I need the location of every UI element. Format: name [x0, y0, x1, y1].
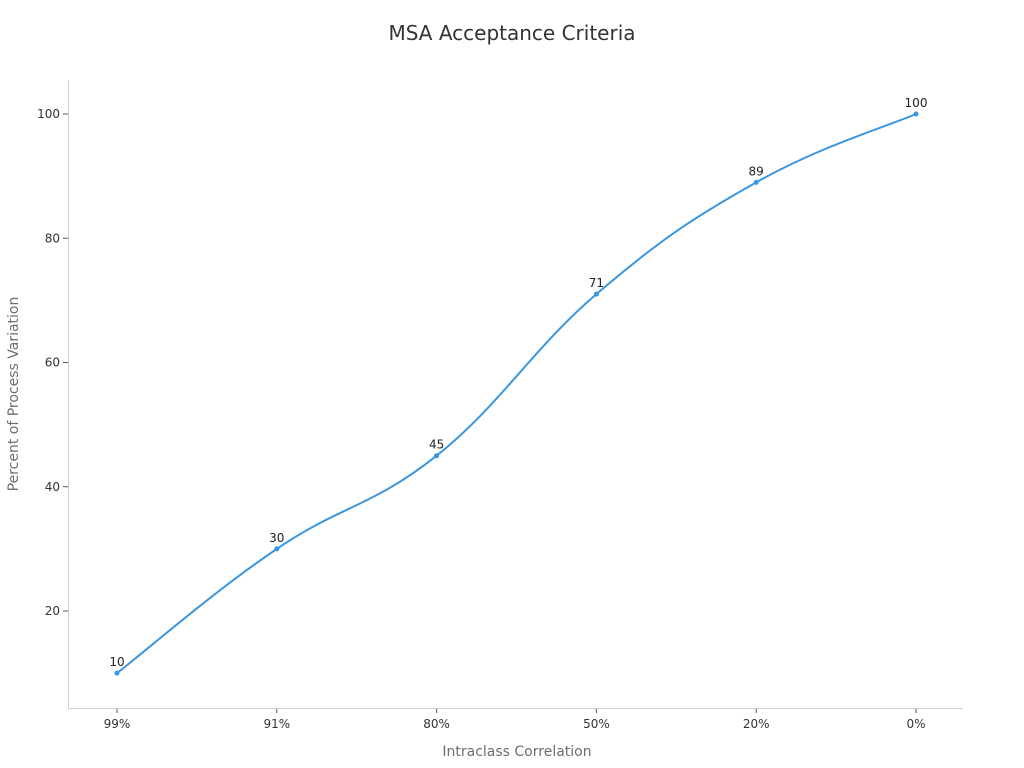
data-point: [913, 111, 919, 117]
y-tick-label: 20: [45, 604, 60, 618]
data-label: 100: [905, 96, 928, 110]
data-point: [593, 291, 599, 297]
data-label: 89: [749, 164, 764, 178]
chart-title: MSA Acceptance Criteria: [388, 21, 635, 45]
y-tick-label: 100: [37, 107, 60, 121]
data-point: [753, 179, 759, 185]
data-point: [114, 670, 120, 676]
data-label: 71: [589, 276, 604, 290]
x-tick-label: 91%: [263, 717, 290, 731]
x-tick-label: 50%: [583, 717, 610, 731]
y-tick-label: 40: [45, 480, 60, 494]
data-point: [274, 546, 280, 552]
x-tick-label: 0%: [906, 717, 925, 731]
data-label: 30: [269, 531, 284, 545]
x-axis-title: Intraclass Correlation: [442, 744, 591, 760]
x-tick-label: 80%: [423, 717, 450, 731]
data-label: 10: [109, 655, 124, 669]
y-axis-title: Percent of Process Variation: [6, 297, 22, 492]
y-tick-label: 80: [45, 231, 60, 245]
x-ticks: 99% 91% 80% 50% 20% 0%: [104, 709, 926, 731]
data-point: [434, 453, 440, 459]
series-line: [116, 113, 917, 674]
data-points: [114, 111, 919, 676]
data-labels: 10 30 45 71 89 100: [109, 96, 927, 669]
axes: 20 40 60 80 100 99% 91% 80% 50% 20% 0%: [37, 80, 963, 731]
data-label: 45: [429, 438, 444, 452]
y-ticks: 20 40 60 80 100: [37, 107, 68, 618]
x-tick-label: 20%: [743, 717, 770, 731]
y-tick-label: 60: [45, 356, 60, 370]
x-tick-label: 99%: [104, 717, 131, 731]
